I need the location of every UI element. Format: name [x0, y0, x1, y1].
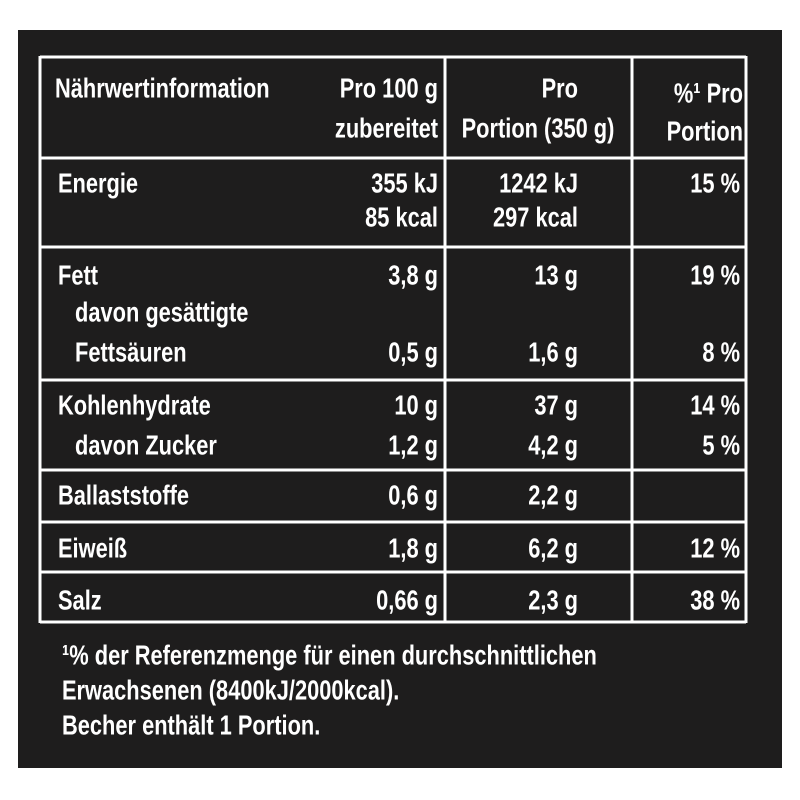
cell-portion: 297 kcal — [493, 202, 578, 233]
cell-percent: 38 % — [690, 585, 740, 616]
cell-percent: 14 % — [690, 390, 740, 421]
row-label: Salz — [58, 585, 102, 616]
header-cell: Portion (350 g) — [462, 113, 615, 144]
row-label: Ballaststoffe — [58, 480, 189, 511]
table-grid — [38, 55, 748, 624]
cell-portion: 2,2 g — [528, 480, 578, 511]
row-label: davon gesättigte — [75, 297, 248, 328]
row-label: Fettsäuren — [75, 337, 187, 368]
cell-portion: 1242 kJ — [499, 168, 578, 199]
cell-per100: 355 kJ — [371, 168, 438, 199]
cell-per100: 0,6 g — [388, 480, 438, 511]
cell-percent: 5 % — [702, 430, 740, 461]
header-cell: Portion — [667, 116, 743, 147]
cell-percent: 15 % — [690, 168, 740, 199]
cell-percent: 12 % — [690, 533, 740, 564]
cell-percent: 8 % — [702, 337, 740, 368]
cell-portion: 2,3 g — [528, 585, 578, 616]
footnote: Erwachsenen (8400kJ/2000kcal). — [62, 675, 399, 706]
cell-per100: 0,5 g — [388, 337, 438, 368]
row-label: Kohlenhydrate — [58, 390, 211, 421]
row-label: Fett — [58, 260, 99, 291]
row-label: davon Zucker — [75, 430, 217, 461]
footnote: ¹% der Referenzmenge für einen durchschn… — [62, 640, 597, 671]
cell-portion: 6,2 g — [528, 533, 578, 564]
header-cell: %¹ Pro — [674, 78, 743, 109]
cell-per100: 85 kcal — [365, 202, 438, 233]
row-label: Eiweiß — [58, 533, 127, 564]
header-cell: zubereitet — [335, 113, 439, 144]
background — [18, 30, 782, 768]
header-cell: Pro 100 g — [340, 73, 438, 104]
cell-portion: 37 g — [534, 390, 578, 421]
footnote: Becher enthält 1 Portion. — [62, 710, 320, 741]
cell-portion: 13 g — [534, 260, 578, 291]
cell-per100: 0,66 g — [376, 585, 438, 616]
cell-portion: 4,2 g — [528, 430, 578, 461]
header-cell: Pro — [542, 73, 578, 104]
cell-per100: 1,2 g — [388, 430, 438, 461]
cell-per100: 1,8 g — [388, 533, 438, 564]
cell-portion: 1,6 g — [528, 337, 578, 368]
cell-per100: 3,8 g — [388, 260, 438, 291]
cell-percent: 19 % — [690, 260, 740, 291]
row-label: Energie — [58, 168, 138, 199]
cell-per100: 10 g — [394, 390, 438, 421]
header-label: Nährwertinformation — [55, 73, 270, 104]
